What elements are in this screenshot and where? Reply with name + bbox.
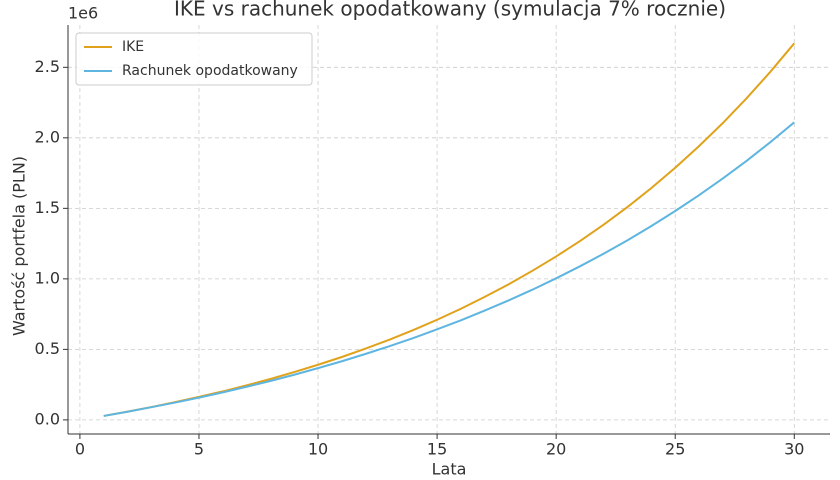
y-tick-label: 1.5 [35,198,60,217]
chart-title: IKE vs rachunek opodatkowany (symulacja … [174,0,726,21]
x-tick-label: 25 [665,440,685,459]
line-series [103,42,796,417]
x-tick-label: 20 [546,440,566,459]
y-tick-label: 0.5 [35,339,60,358]
y-tick-label: 1.0 [35,268,60,287]
legend-label: Rachunek opodatkowany [122,63,298,79]
line-series [103,121,795,417]
legend-box [75,32,313,86]
y-tick-label: 0.0 [35,409,60,428]
x-tick-label: 15 [427,440,447,459]
y-tick-label: 2.5 [35,57,60,76]
y-offset-label: 1e6 [68,4,98,23]
x-tick-label: 5 [194,440,204,459]
x-tick-label: 0 [75,440,85,459]
x-tick-label: 10 [308,440,328,459]
legend-label: IKE [122,39,144,55]
x-axis-label: Lata [432,460,467,479]
x-tick-label: 30 [784,440,804,459]
y-tick-label: 2.0 [35,127,60,146]
y-axis-label: Wartość portfela (PLN) [10,156,29,336]
